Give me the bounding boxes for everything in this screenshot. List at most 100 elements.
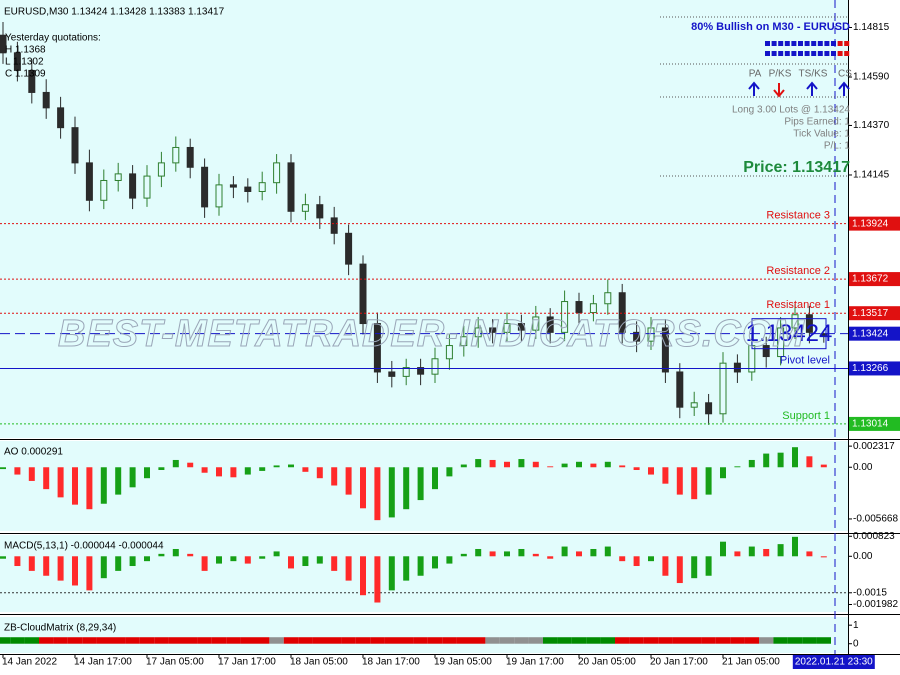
zb-segment	[269, 637, 284, 644]
histogram-bar	[403, 467, 410, 510]
histogram-bar	[489, 459, 496, 468]
candle-body	[273, 162, 281, 184]
zb-segment	[255, 637, 270, 644]
zb-segment	[643, 637, 659, 644]
signal-square	[798, 41, 803, 46]
histogram-bar	[230, 556, 237, 562]
histogram-bar	[316, 556, 323, 564]
histogram-bar	[403, 556, 410, 581]
signal-square	[824, 51, 830, 56]
histogram-bar	[475, 459, 482, 468]
histogram-bar	[446, 556, 453, 564]
signal-square	[798, 51, 803, 56]
zb-segment	[802, 637, 817, 644]
histogram-bar	[72, 467, 78, 505]
histogram-bar	[547, 466, 554, 468]
candle-body	[575, 301, 583, 314]
histogram-bar	[100, 556, 107, 579]
histogram-bar	[460, 464, 467, 468]
signal-square	[811, 51, 817, 56]
candle-body	[517, 323, 525, 331]
column-label: PA	[749, 69, 762, 80]
histogram-bar	[158, 467, 165, 470]
x-tick-label: 18 Jan 17:00	[362, 657, 420, 668]
candle-body	[229, 184, 237, 188]
y-tick-label: 0.00	[853, 462, 873, 473]
histogram-bar	[547, 556, 554, 559]
candle-body	[143, 175, 151, 199]
level-price: 1.13672	[852, 274, 889, 285]
histogram-bar	[691, 556, 698, 579]
candle-body	[359, 263, 367, 325]
signal-square	[804, 51, 810, 56]
histogram-bar	[144, 467, 150, 479]
level-price: 1.13924	[852, 218, 889, 229]
zb-segment	[658, 637, 673, 644]
histogram-bar	[619, 465, 626, 468]
column-label: CS	[838, 69, 852, 80]
trade-info: P/L: 1	[824, 141, 851, 152]
candle-body	[201, 166, 209, 208]
zb-segment	[399, 637, 414, 644]
candle-body	[820, 333, 828, 336]
candle-body	[503, 323, 511, 333]
signal-square	[784, 51, 790, 56]
histogram-bar	[259, 556, 266, 559]
histogram-bar	[417, 467, 424, 501]
histogram-bar	[820, 464, 827, 468]
x-tick-label: 20 Jan 17:00	[650, 657, 708, 668]
candle-body	[373, 323, 381, 373]
signal-square	[844, 51, 850, 56]
histogram-bar	[763, 548, 770, 557]
histogram-bar	[316, 467, 323, 479]
signal-square	[791, 51, 797, 56]
histogram-bar	[432, 556, 438, 569]
histogram-bar	[201, 556, 208, 571]
zb-segment	[557, 637, 572, 644]
histogram-bar	[388, 556, 395, 591]
histogram-bar	[777, 452, 784, 468]
x-tick-label: 14 Jan 2022	[2, 657, 57, 668]
signal-square	[844, 41, 850, 46]
level-price: 1.13014	[852, 419, 889, 430]
histogram-bar	[806, 551, 813, 557]
panel-title: MACD(5,13,1) -0.000044 -0.000044	[4, 541, 164, 552]
zb-segment	[154, 637, 169, 644]
signal-square	[784, 41, 790, 46]
signal-square	[778, 51, 784, 56]
histogram-bar	[518, 548, 525, 557]
histogram-bar	[720, 541, 726, 557]
signal-square	[778, 41, 784, 46]
histogram-bar	[14, 556, 21, 567]
trade-info: Tick Value: 1	[793, 129, 850, 140]
histogram-bar	[748, 459, 755, 468]
signal-square	[791, 41, 797, 46]
zb-segment	[615, 637, 630, 644]
signal-square	[765, 41, 770, 46]
zb-segment	[24, 637, 39, 644]
candle-body	[316, 204, 324, 219]
zb-segment	[355, 637, 371, 644]
histogram-bar	[302, 556, 309, 567]
histogram-bar	[129, 467, 136, 488]
y-tick-label: 1.14145	[853, 170, 890, 181]
zb-segment	[96, 637, 111, 644]
x-tick-label: 17 Jan 17:00	[218, 657, 276, 668]
signal-square	[804, 41, 810, 46]
zb-segment	[10, 637, 25, 644]
histogram-bar	[446, 467, 453, 477]
x-tick-label: 14 Jan 17:00	[74, 657, 132, 668]
zb-segment	[759, 637, 774, 644]
histogram-bar	[28, 556, 35, 571]
histogram-bar	[43, 556, 50, 576]
histogram-bar	[86, 467, 93, 510]
histogram-bar	[532, 461, 539, 468]
zb-segment	[39, 637, 54, 644]
candle-body	[719, 362, 727, 415]
histogram-bar	[57, 556, 64, 581]
histogram-bar	[504, 551, 510, 557]
zb-segment	[211, 637, 227, 644]
y-tick-label: -0.001982	[853, 599, 898, 610]
histogram-bar	[734, 551, 741, 557]
zb-segment	[629, 637, 644, 644]
